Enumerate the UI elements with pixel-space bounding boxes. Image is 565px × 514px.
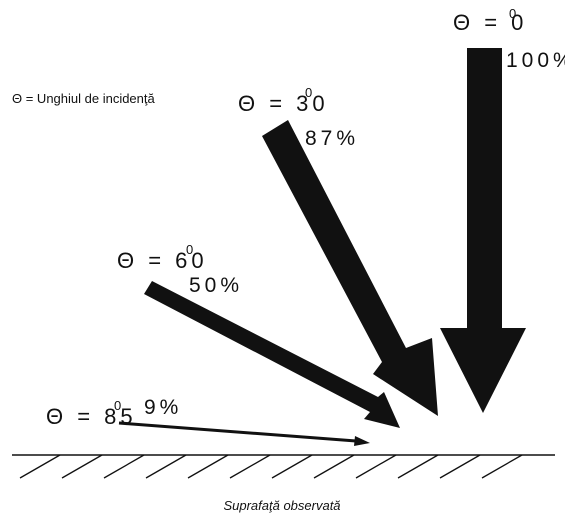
- legend-text: Θ = Unghiul de incidenţă: [12, 91, 156, 106]
- hatch-mark: [397, 454, 439, 479]
- angle-label-60: Θ = 60: [117, 248, 208, 273]
- angle-label-30: Θ = 30: [238, 91, 329, 116]
- hatch-mark: [19, 454, 61, 479]
- surface-hatching: [19, 454, 523, 479]
- arrow-30deg: [262, 120, 438, 416]
- hatch-mark: [355, 454, 397, 479]
- hatch-mark: [61, 454, 103, 479]
- degree-mark-30: 0: [305, 85, 312, 100]
- arrow-85deg-head: [354, 436, 370, 446]
- intensity-label-60: 50%: [189, 274, 243, 297]
- hatch-mark: [439, 454, 481, 479]
- degree-mark-60: 0: [186, 242, 193, 257]
- caption-text: Suprafaţă observată: [223, 498, 340, 513]
- degree-mark-85: 0: [114, 398, 121, 413]
- hatch-mark: [145, 454, 187, 479]
- degree-mark-0: 0: [509, 6, 516, 21]
- intensity-label-85: 9%: [144, 396, 182, 419]
- hatch-mark: [313, 454, 355, 479]
- hatch-mark: [271, 454, 313, 479]
- hatch-mark: [229, 454, 271, 479]
- arrow-0deg: [440, 48, 526, 413]
- hatch-mark: [481, 454, 523, 479]
- intensity-label-30: 87%: [305, 127, 359, 150]
- intensity-label-0: 100%: [506, 49, 565, 72]
- arrow-85deg-shaft: [118, 421, 357, 443]
- angle-label-0: Θ = 0: [453, 10, 527, 35]
- hatch-mark: [103, 454, 145, 479]
- angle-label-85: Θ = 85: [46, 404, 137, 429]
- arrow-60deg: [144, 281, 400, 428]
- hatch-mark: [187, 454, 229, 479]
